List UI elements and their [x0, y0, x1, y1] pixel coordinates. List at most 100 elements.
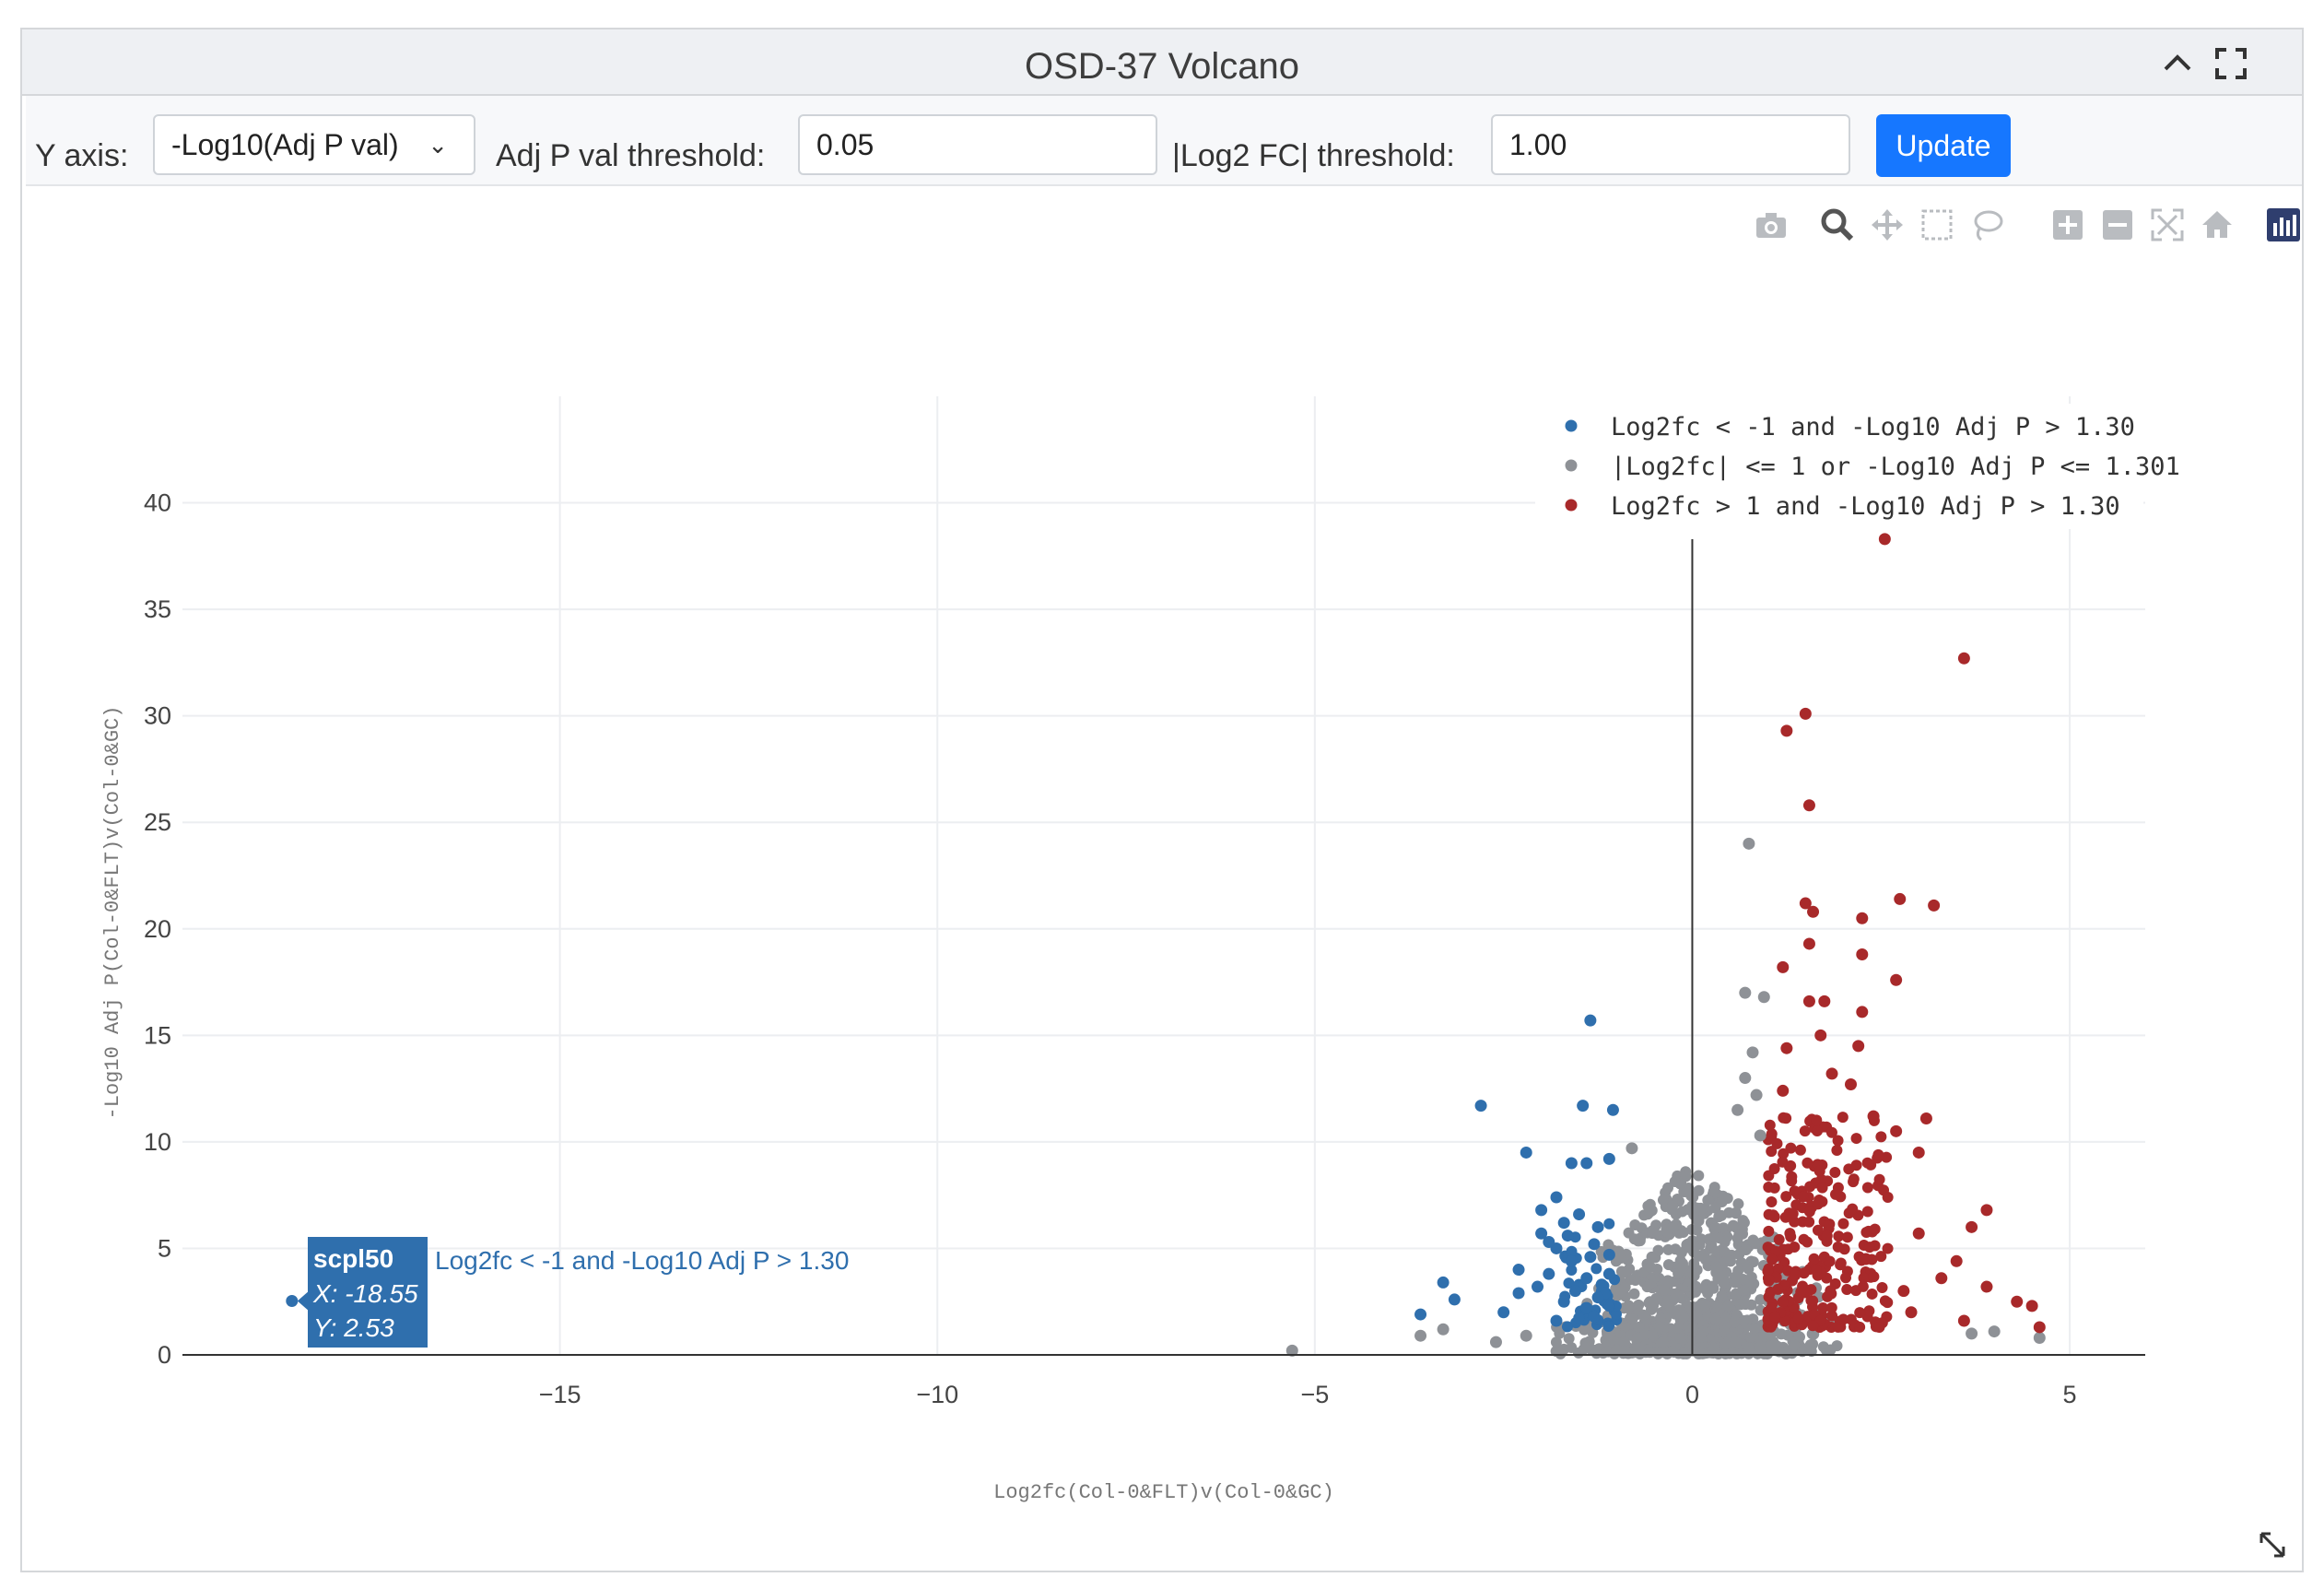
data-point	[1563, 1277, 1575, 1289]
data-point	[1603, 1329, 1615, 1341]
data-point	[1603, 1301, 1615, 1312]
data-point	[1591, 1291, 1604, 1304]
data-point	[1590, 1348, 1602, 1359]
data-point	[1629, 1218, 1641, 1230]
data-point	[1831, 1144, 1843, 1156]
legend-background	[1535, 404, 2143, 529]
data-point	[1725, 1255, 1737, 1267]
data-point	[1780, 1042, 1793, 1054]
camera-icon[interactable]	[1753, 206, 1790, 243]
y-axis-select[interactable]: -Log10(Adj P val) ⌄	[153, 114, 475, 175]
data-point	[1825, 1067, 1838, 1080]
data-point	[1580, 1157, 1593, 1170]
autoscale-icon[interactable]	[2149, 206, 2186, 243]
resize-handle-icon[interactable]	[2256, 1528, 2289, 1561]
data-point	[1645, 1262, 1657, 1274]
data-point	[1980, 1280, 1993, 1293]
log2fc-threshold-input[interactable]: 1.00	[1491, 114, 1850, 175]
pan-icon[interactable]	[1869, 206, 1906, 243]
log2fc-threshold-label: |Log2 FC| threshold:	[1172, 138, 1455, 173]
data-point	[1749, 1238, 1761, 1250]
data-point	[1821, 1230, 1833, 1242]
legend[interactable]: Log2fc < -1 and -Log10 Adj P > 1.30 |Log2…	[1535, 404, 2180, 529]
zoom-in-icon[interactable]	[2049, 206, 2086, 243]
legend-entry: |Log2fc| <= 1 or -Log10 Adj P <= 1.301	[1611, 453, 2180, 481]
data-point	[1777, 960, 1790, 973]
data-point	[1861, 1182, 1873, 1194]
data-point	[1897, 1285, 1910, 1298]
data-point	[1520, 1146, 1532, 1159]
data-point	[1777, 1296, 1789, 1308]
data-point	[1966, 1327, 1978, 1340]
data-point	[1879, 1295, 1891, 1307]
data-point	[1711, 1300, 1723, 1312]
data-point	[1619, 1266, 1631, 1278]
data-point	[1812, 1224, 1824, 1236]
axis-ticks: 0 5 10 15 20 25 30 35 40 −15 −10 −5 0 5	[144, 489, 2077, 1408]
fullscreen-icon[interactable]	[2213, 46, 2248, 81]
data-point	[1784, 1228, 1796, 1240]
data-point	[1602, 1241, 1614, 1253]
data-point	[1795, 1286, 1807, 1298]
data-point	[1860, 1253, 1872, 1265]
data-point	[1644, 1198, 1656, 1210]
data-point	[1708, 1282, 1720, 1294]
data-point	[1670, 1288, 1682, 1300]
data-point	[1816, 1182, 1828, 1194]
data-point	[1768, 1339, 1780, 1351]
data-point	[1729, 1316, 1741, 1328]
plotly-logo-icon[interactable]	[2265, 206, 2302, 243]
data-point	[1581, 1340, 1593, 1352]
data-point	[1637, 1309, 1649, 1321]
data-point	[1773, 1233, 1785, 1245]
data-point	[1750, 1089, 1763, 1101]
data-point	[1667, 1221, 1679, 1233]
data-point	[1863, 1242, 1875, 1254]
data-point	[1738, 1285, 1750, 1297]
y-tick-label: 0	[158, 1341, 171, 1369]
data-point	[1543, 1267, 1555, 1280]
x-tick-label: 5	[2063, 1381, 2077, 1408]
data-point	[1894, 892, 1907, 905]
panel-title: OSD-37 Volcano	[1025, 46, 1299, 87]
data-point	[1474, 1100, 1487, 1112]
data-point	[1653, 1321, 1665, 1333]
data-point	[1566, 1245, 1578, 1257]
reset-axes-icon[interactable]	[2199, 206, 2236, 243]
legend-marker	[1565, 499, 1578, 512]
data-point	[1716, 1289, 1728, 1301]
data-point	[1863, 1305, 1875, 1317]
data-point	[1657, 1195, 1669, 1206]
data-point	[1777, 1156, 1789, 1168]
data-point	[1437, 1323, 1450, 1336]
data-point	[1824, 1255, 1836, 1267]
data-point	[1561, 1321, 1573, 1333]
zoom-icon[interactable]	[1819, 206, 1856, 243]
data-point	[1691, 1224, 1703, 1236]
legend-entry: Log2fc > 1 and -Log10 Adj P > 1.30	[1611, 492, 2120, 521]
data-point	[1876, 1282, 1888, 1294]
legend-marker	[1565, 419, 1578, 432]
data-point	[1568, 1285, 1581, 1298]
data-point	[1669, 1308, 1681, 1320]
data-point	[1869, 1223, 1881, 1235]
adj-p-threshold-input[interactable]: 0.05	[798, 114, 1157, 175]
data-point	[1966, 1220, 1978, 1233]
lasso-icon[interactable]	[1968, 206, 2005, 243]
data-point	[1737, 1215, 1749, 1227]
data-point	[1935, 1272, 1948, 1285]
data-point	[1807, 1320, 1819, 1332]
update-button[interactable]: Update	[1876, 114, 2011, 177]
chevron-up-icon[interactable]	[2160, 46, 2195, 81]
data-point	[1830, 1188, 1842, 1200]
box-select-icon[interactable]	[1919, 206, 1955, 243]
data-point	[1812, 1198, 1824, 1210]
data-point	[1808, 1253, 1820, 1265]
data-point	[1837, 1218, 1849, 1230]
zoom-out-icon[interactable]	[2099, 206, 2136, 243]
data-point	[1512, 1287, 1525, 1300]
y-tick-label: 5	[158, 1234, 171, 1262]
data-point	[1687, 1321, 1699, 1333]
data-point	[1739, 986, 1752, 999]
